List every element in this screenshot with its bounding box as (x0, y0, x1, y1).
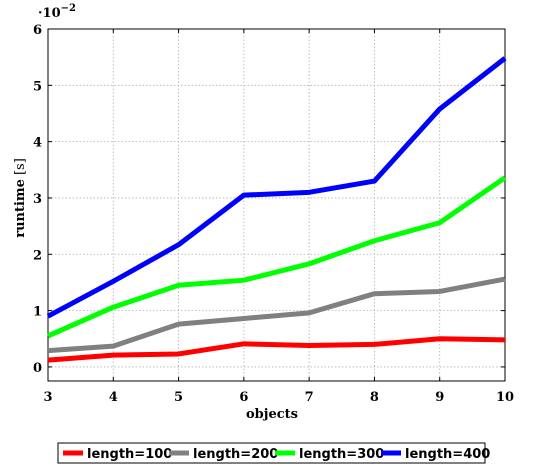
legend-label: length=300 (299, 447, 384, 462)
legend-label: length=100 (87, 447, 172, 462)
legend: length=100 length=200 length=300 length=400 (57, 442, 490, 464)
y-scale-note: ·10−2 (38, 3, 76, 21)
series-lines (46, 56, 507, 363)
x-tick-label: 10 (496, 390, 514, 405)
y-tick-label: 4 (33, 136, 42, 151)
y-axis-label: runtime [s] (13, 158, 28, 238)
plot-frame (47, 28, 506, 382)
series-line-length-400 (46, 56, 507, 319)
y-scale-exponent: −2 (61, 3, 76, 14)
x-tick-label: 8 (370, 390, 379, 405)
y-tick-label: 3 (33, 192, 42, 207)
axis-ticks (47, 28, 506, 381)
x-tick-label: 5 (174, 390, 183, 405)
y-axis-label-main: runtime (13, 179, 28, 238)
x-tick-label: 4 (109, 390, 118, 405)
x-tick-label: 6 (239, 390, 248, 405)
y-axis-label-unit: [s] (13, 158, 28, 175)
grid-lines (47, 28, 506, 381)
series-line-length-100 (47, 336, 506, 363)
y-tick-label: 2 (33, 248, 42, 263)
x-tick-label: 7 (305, 390, 314, 405)
y-tick-label: 1 (33, 305, 42, 320)
tick-labels: 3 4 5 6 7 8 9 10 0 1 2 3 4 5 6 (33, 23, 514, 405)
y-tick-label: 5 (33, 79, 42, 94)
legend-label: length=200 (193, 447, 278, 462)
y-tick-label: 0 (33, 361, 42, 376)
x-tick-label: 3 (43, 390, 52, 405)
x-axis-label: objects (246, 407, 298, 422)
y-tick-label: 6 (33, 23, 42, 38)
legend-box (57, 442, 486, 464)
series-line-length-200 (47, 276, 506, 354)
y-scale-base: ·10 (38, 6, 61, 21)
x-tick-label: 9 (435, 390, 444, 405)
legend-label: length=400 (405, 447, 490, 462)
series-line-length-300 (46, 175, 507, 339)
